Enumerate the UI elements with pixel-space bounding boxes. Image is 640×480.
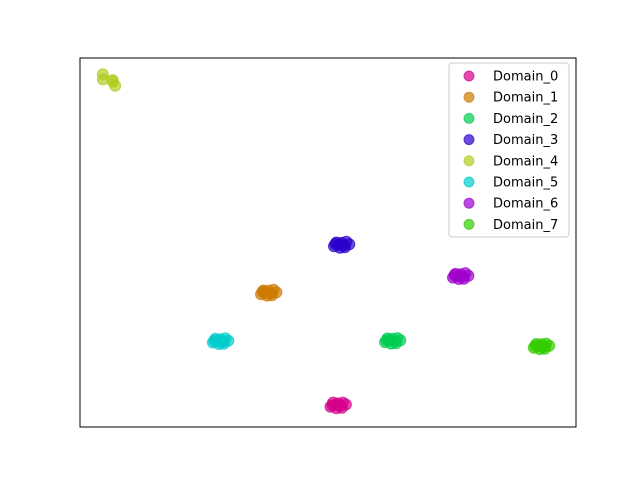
legend-label: Domain_7 <box>493 218 558 233</box>
series-domain-2 <box>379 332 407 350</box>
legend-box <box>448 62 570 238</box>
legend-marker <box>463 112 475 124</box>
legend-marker <box>463 197 475 209</box>
legend-entry: Domain_6 <box>463 197 558 212</box>
legend-entry: Domain_7 <box>463 218 558 233</box>
legend-label: Domain_5 <box>493 176 558 191</box>
legend-entry: Domain_5 <box>463 176 558 191</box>
legend-label: Domain_2 <box>493 112 558 127</box>
series-domain-1 <box>255 283 283 302</box>
data-point <box>208 334 221 347</box>
legend-label: Domain_1 <box>493 91 558 106</box>
points-layer <box>96 68 556 415</box>
legend-marker <box>463 176 475 188</box>
data-point <box>96 68 109 81</box>
legend-label: Domain_6 <box>493 197 558 212</box>
legend-entries: Domain_0 Domain_1 Domain_2 Domain_3 Domain_4… <box>463 70 558 233</box>
plot-frame <box>79 57 577 428</box>
legend-label: Domain_0 <box>493 70 558 85</box>
data-point <box>109 79 122 92</box>
data-point <box>380 334 393 347</box>
legend-entry: Domain_3 <box>463 133 558 148</box>
series-domain-4 <box>96 68 122 92</box>
data-point <box>256 285 269 298</box>
legend: Domain_0 Domain_1 Domain_2 Domain_3 Domain_4… <box>448 62 570 238</box>
series-domain-3 <box>328 235 356 254</box>
legend-marker <box>463 70 475 82</box>
legend-label: Domain_3 <box>493 133 558 148</box>
legend-marker <box>463 218 475 230</box>
series-domain-7 <box>527 337 556 356</box>
legend-entry: Domain_2 <box>463 112 558 127</box>
series-domain-6 <box>447 267 475 285</box>
legend-marker <box>463 134 475 146</box>
data-point <box>326 399 339 412</box>
legend-marker <box>463 91 475 103</box>
legend-marker <box>463 155 475 167</box>
legend-entry: Domain_1 <box>463 91 558 106</box>
legend-entry: Domain_0 <box>463 70 558 85</box>
series-domain-5 <box>206 332 235 350</box>
series-domain-0 <box>324 396 352 415</box>
data-point <box>529 339 542 352</box>
data-point <box>448 269 461 282</box>
data-point <box>329 238 342 250</box>
legend-entry: Domain_4 <box>463 154 558 169</box>
legend-label: Domain_4 <box>493 154 558 169</box>
